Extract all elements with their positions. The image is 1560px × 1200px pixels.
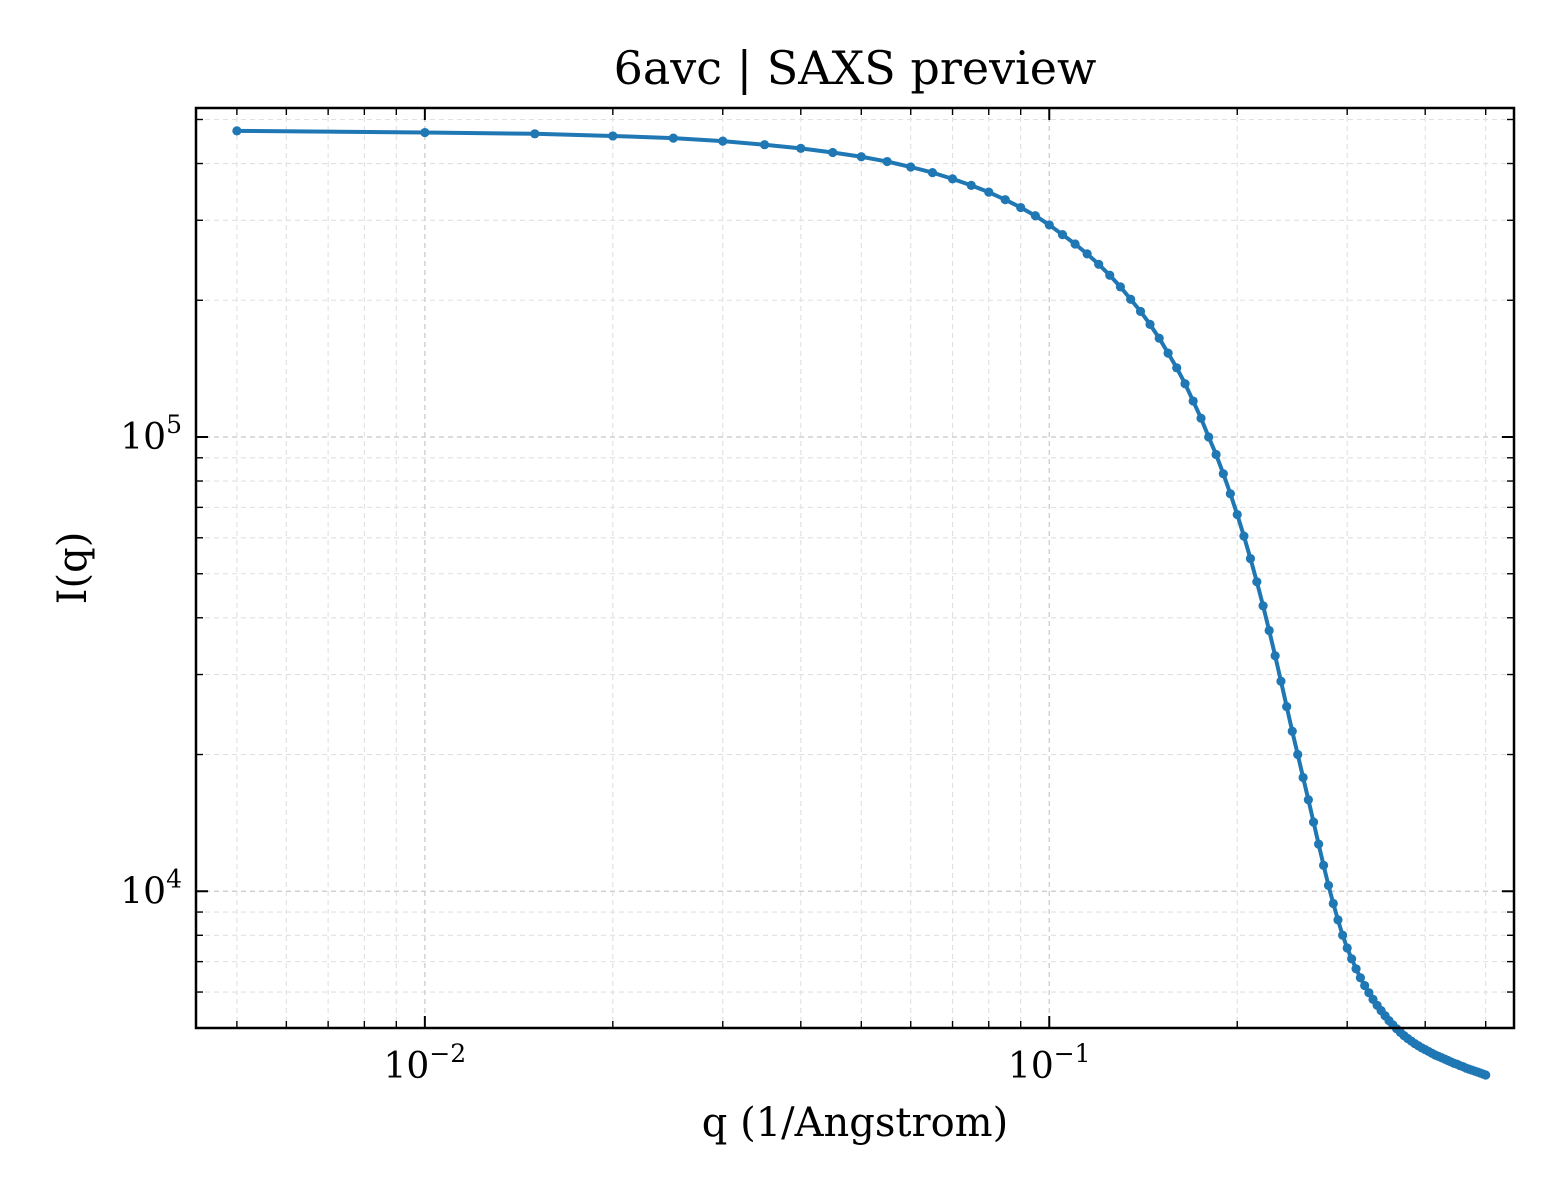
y-tick-label: 104 <box>120 864 182 912</box>
data-point <box>1188 396 1198 406</box>
major-grid <box>196 108 1514 1028</box>
tick-labels: 10−2 10−1 104 105 <box>120 410 1090 1087</box>
data-point <box>232 126 242 136</box>
data-point <box>1252 577 1262 587</box>
data-point <box>1364 988 1374 998</box>
data-point <box>1318 860 1329 871</box>
data-point <box>1211 449 1221 460</box>
data-point <box>1282 701 1292 712</box>
data-point <box>1347 954 1357 964</box>
ticks-layer <box>196 108 1514 1029</box>
data-point <box>947 174 958 184</box>
data-point <box>1000 195 1010 205</box>
data-point <box>1338 930 1348 940</box>
data-point <box>1342 943 1352 953</box>
data-point <box>906 162 916 172</box>
data-point <box>718 136 728 146</box>
data-point <box>1163 348 1173 358</box>
y-tick-label: 105 <box>120 410 182 458</box>
data-point <box>668 133 678 143</box>
data-point <box>420 127 430 138</box>
data-point <box>1030 211 1040 221</box>
data-point <box>1172 363 1182 373</box>
data-point <box>1232 509 1242 520</box>
data-point <box>1308 817 1319 827</box>
data-point <box>1126 294 1136 304</box>
x-tick-label: 10−2 <box>384 1039 467 1087</box>
data-point <box>1333 915 1343 925</box>
data-point <box>1135 306 1146 317</box>
plot-frame <box>194 106 1516 1030</box>
x-axis-label: q (1/Angstrom) <box>702 1100 1008 1146</box>
chart-title: 6avc | SAXS preview <box>614 41 1097 95</box>
data-point <box>759 140 770 150</box>
data-point <box>1355 973 1366 983</box>
x-tick-label: 10−1 <box>1008 1039 1091 1087</box>
y-axis-label: I(q) <box>50 532 96 605</box>
data-point <box>1082 249 1092 259</box>
data-point <box>1287 726 1297 736</box>
data-point <box>1016 202 1026 213</box>
data-point <box>608 131 618 141</box>
data-point <box>1204 432 1214 442</box>
data-point <box>1196 413 1206 423</box>
data-point <box>882 156 892 167</box>
data-point <box>1225 489 1235 499</box>
data-point <box>1351 964 1361 974</box>
series-layer <box>232 126 1491 1080</box>
data-point <box>1239 531 1249 541</box>
data-point <box>1115 282 1126 292</box>
data-point <box>1180 379 1190 389</box>
data-point <box>1328 898 1338 909</box>
data-point <box>1218 469 1228 479</box>
data-point <box>1360 980 1370 991</box>
data-point <box>966 180 976 190</box>
data-point <box>1258 601 1268 611</box>
data-point <box>1145 319 1155 329</box>
data-point <box>1298 772 1308 783</box>
data-point <box>1154 333 1164 343</box>
data-point <box>1276 676 1286 686</box>
data-point <box>1303 795 1313 805</box>
data-point <box>530 129 540 139</box>
data-point <box>1481 1070 1491 1080</box>
data-point <box>1105 270 1115 280</box>
data-point <box>1293 749 1303 760</box>
data-point <box>1245 553 1256 564</box>
data-point <box>828 147 838 158</box>
data-point <box>984 187 994 197</box>
data-point <box>856 152 866 162</box>
data-point <box>1270 651 1280 661</box>
data-point <box>1057 229 1068 240</box>
data-point <box>927 168 938 178</box>
data-point <box>796 143 806 153</box>
data-point <box>1264 625 1274 636</box>
data-point <box>1323 880 1334 891</box>
data-point <box>1314 839 1324 849</box>
data-point <box>1044 220 1054 230</box>
data-point <box>1094 259 1104 269</box>
data-point <box>1070 239 1080 249</box>
